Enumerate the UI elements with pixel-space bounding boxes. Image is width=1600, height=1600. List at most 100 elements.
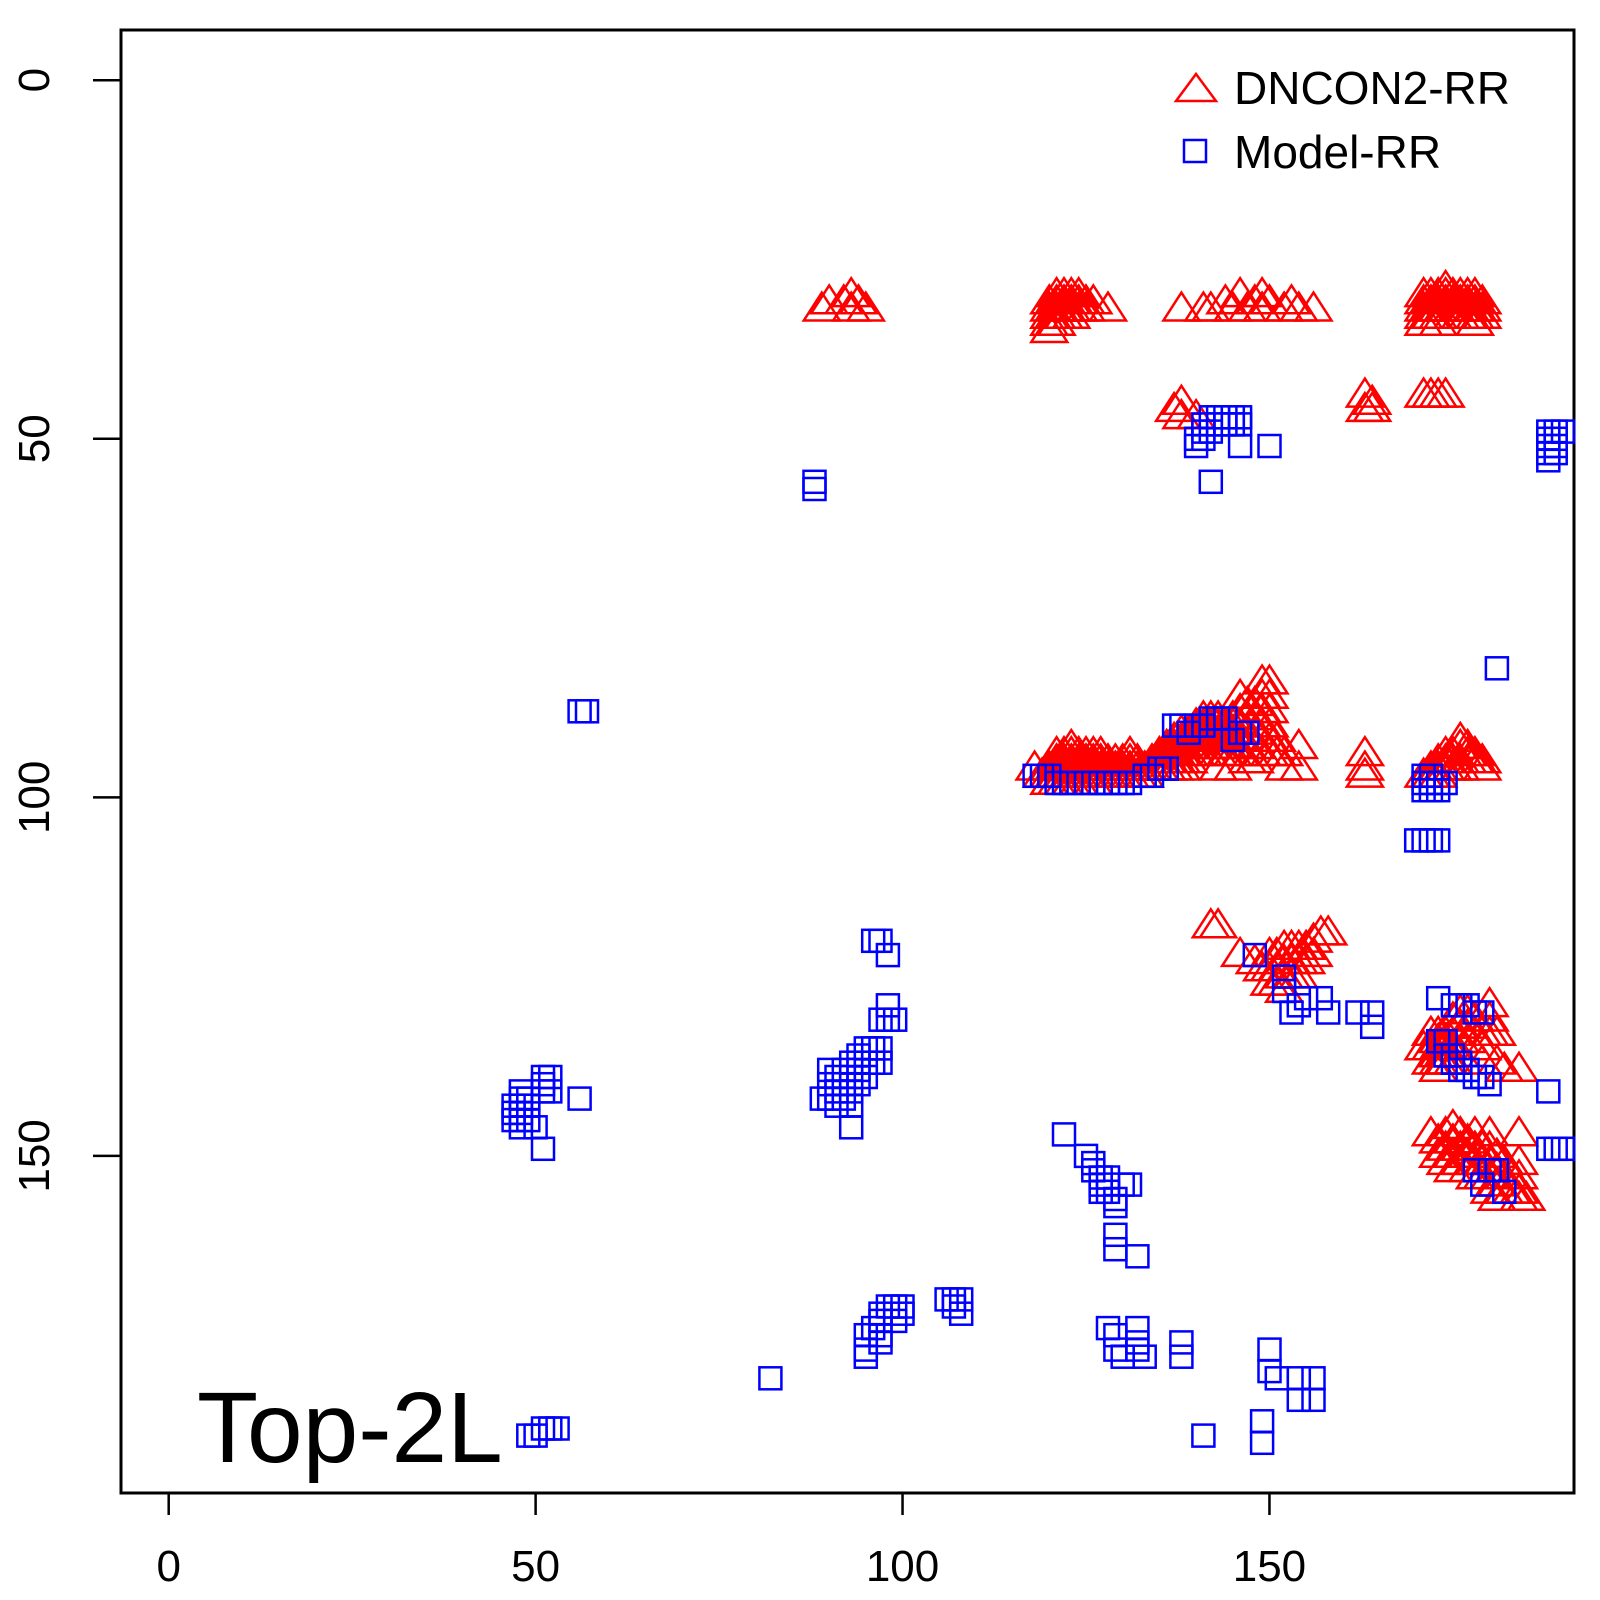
model-rr-point [1117, 1172, 1143, 1197]
model-rr-point [1227, 433, 1253, 459]
model-rr-point [1403, 828, 1429, 853]
model-rr-point [1264, 1366, 1290, 1391]
model-rr-point [1088, 1172, 1113, 1197]
dncon2-rr-point [1293, 290, 1334, 322]
model-rr-point [816, 1057, 842, 1083]
model-rr-point [1411, 828, 1436, 853]
dncon2-rr-point [845, 290, 887, 322]
model-rr-point [1154, 756, 1179, 781]
dncon2-rr-point [1425, 376, 1466, 408]
model-rr-point [1103, 1236, 1128, 1262]
model-rr-point [1169, 1330, 1194, 1355]
model-rr-point [816, 1086, 842, 1111]
dncon2-rr-point [1241, 275, 1283, 308]
dncon2-rr-point [1344, 749, 1386, 781]
dncon2-rr-point [1351, 383, 1393, 415]
model-rr-point [1227, 412, 1253, 437]
model-rr-point [1235, 720, 1260, 746]
model-rr-point [1293, 985, 1319, 1011]
model-rr-point [868, 1308, 893, 1334]
model-rr-point [1470, 1000, 1495, 1025]
model-rr-point [1433, 770, 1458, 796]
dncon2-rr-point [1219, 935, 1261, 968]
model-rr-point [875, 993, 901, 1018]
model-rr-point [1543, 426, 1568, 452]
model-rr-point [1220, 727, 1246, 753]
model-rr-point [1359, 1000, 1385, 1025]
data-points [501, 268, 1576, 1456]
dncon2-rr-point [1462, 297, 1503, 329]
model-rr-point [508, 1086, 534, 1111]
dncon2-rr-point [1344, 756, 1386, 788]
model-rr-point [1550, 419, 1576, 444]
model-rr-point [1183, 433, 1209, 459]
model-rr-point [523, 1115, 548, 1140]
model-rr-point [516, 1423, 541, 1448]
model-rr-point [1242, 942, 1268, 968]
dncon2-rr-point [1161, 290, 1202, 322]
model-rr-point [508, 1115, 534, 1140]
model-rr-point [1536, 1079, 1561, 1104]
model-rr-point [1088, 1179, 1113, 1205]
model-rr-point [860, 1050, 886, 1075]
plot-frame [119, 28, 1576, 1495]
model-rr-point [1536, 1136, 1561, 1162]
model-rr-point [1213, 405, 1238, 430]
model-rr-point [1103, 1193, 1128, 1219]
model-rr-point [1536, 426, 1561, 452]
model-rr-point [948, 1301, 974, 1326]
model-rr-point [1257, 433, 1282, 459]
dncon2-rr-point [1293, 921, 1334, 953]
dncon2-rr-point [1498, 1050, 1540, 1082]
model-rr-point [545, 1416, 570, 1441]
x-tick-label: 150 [1233, 1542, 1306, 1591]
x-axis: 0 50 100 150 [156, 1491, 1306, 1591]
model-rr-point [941, 1294, 967, 1319]
model-rr-point [1125, 1330, 1150, 1355]
model-rr-point [1425, 985, 1451, 1011]
dncon2-rr-point [1462, 742, 1503, 774]
model-rr-point [816, 1071, 842, 1097]
legend: DNCON2-RR Model-RR [1173, 62, 1510, 178]
model-rr-point [508, 1093, 534, 1118]
model-rr-point [1051, 1122, 1077, 1147]
model-rr-point [868, 928, 893, 954]
model-rr-point [1198, 469, 1224, 495]
x-tick-label: 0 [156, 1542, 180, 1591]
model-rr-point [1257, 1337, 1282, 1362]
model-rr-point [948, 1287, 974, 1312]
model-rr-point [860, 1036, 886, 1061]
dncon2-rr-point [1462, 290, 1503, 322]
model-rr-point [1227, 405, 1253, 430]
model-rr-point [853, 1322, 879, 1348]
model-rr-point [1103, 1222, 1128, 1248]
panel-label: Top-2L [197, 1372, 503, 1484]
model-rr-point [853, 1036, 879, 1061]
model-rr-point [1169, 1344, 1194, 1369]
model-rr-point [824, 1064, 849, 1090]
model-rr-point [523, 1423, 548, 1448]
dncon2-rr-point [1307, 914, 1349, 946]
dncon2-rr-point [1263, 734, 1305, 767]
model-rr-point [875, 1007, 901, 1032]
model-rr-point [882, 1007, 908, 1032]
model-rr-point [824, 1093, 849, 1118]
dncon2-rr-point [1462, 283, 1503, 315]
model-rr-point [538, 1064, 563, 1090]
model-rr-point [1536, 433, 1561, 459]
model-rr-point [1095, 1165, 1121, 1190]
model-rr-point [868, 1050, 893, 1075]
model-rr-point [831, 1086, 857, 1111]
dncon2-rr-point [1285, 942, 1327, 975]
dncon2-rr-point [1197, 906, 1239, 939]
model-rr-point [567, 1086, 592, 1111]
dncon2-rr-point [1190, 906, 1232, 939]
model-rr-point [941, 1287, 967, 1312]
model-rr-point [1477, 1071, 1502, 1097]
model-rr-point [1257, 1358, 1282, 1384]
model-rr-point [508, 1107, 534, 1133]
model-rr-point [868, 1301, 893, 1326]
dncon2-rr-point [1278, 749, 1320, 781]
model-rr-point [1103, 1186, 1128, 1212]
